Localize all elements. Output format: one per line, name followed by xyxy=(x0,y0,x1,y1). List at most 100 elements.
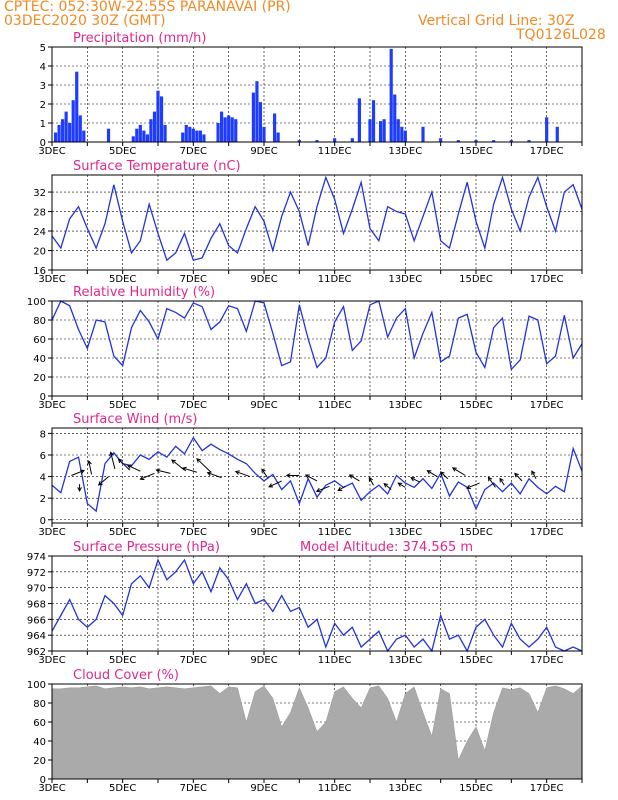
x-tick-label: 13DEC xyxy=(388,146,422,157)
precip-bar xyxy=(396,119,400,142)
y-tick-label: 2 xyxy=(40,494,46,505)
wind-arrow xyxy=(127,464,141,472)
wind-arrow-head xyxy=(196,458,201,463)
wind-arrow-head xyxy=(368,476,373,482)
precip-bar xyxy=(439,138,443,142)
precip-bar xyxy=(255,81,259,142)
panel-title: Surface Pressure (hPa) xyxy=(73,540,220,555)
wind-arrow-head xyxy=(268,483,274,488)
x-tick-label: 5DEC xyxy=(109,655,136,666)
x-tick-label: 9DEC xyxy=(250,783,277,794)
x-tick-label: 7DEC xyxy=(180,527,207,538)
wind-arrow-head xyxy=(109,451,114,457)
x-tick-label: 7DEC xyxy=(180,146,207,157)
wind-arrow-head xyxy=(337,486,343,492)
wind-arrow-head xyxy=(383,482,389,488)
y-tick-label: 60 xyxy=(33,718,46,729)
precip-bar xyxy=(71,100,75,142)
x-tick-label: 5DEC xyxy=(109,783,136,794)
x-tick-label: 7DEC xyxy=(180,400,207,411)
y-tick-label: 40 xyxy=(33,737,46,748)
x-tick-label: 7DEC xyxy=(180,655,207,666)
x-tick-label: 15DEC xyxy=(459,274,493,285)
y-tick-label: 964 xyxy=(27,631,46,642)
precip-bar xyxy=(379,121,383,142)
panel-3 xyxy=(48,300,583,400)
y-tick-label: 974 xyxy=(27,552,46,563)
x-tick-label: 17DEC xyxy=(530,274,564,285)
x-tick-label: 9DEC xyxy=(250,146,277,157)
precip-bar xyxy=(333,138,337,142)
y-tick-label: 6 xyxy=(40,451,46,462)
wind-arrow xyxy=(305,474,318,482)
panel-frame xyxy=(51,427,583,524)
precip-bar xyxy=(258,102,263,142)
x-tick-label: 17DEC xyxy=(530,783,564,794)
precip-bar xyxy=(276,132,280,142)
x-tick-label: 9DEC xyxy=(250,274,277,285)
wind-arrow-head xyxy=(126,464,132,469)
panel-frame xyxy=(51,174,583,271)
panel-1 xyxy=(48,46,583,146)
wind-arrow xyxy=(110,452,116,470)
precip-bar xyxy=(188,126,192,142)
wind-arrow xyxy=(207,472,222,479)
precip-bar xyxy=(75,71,79,142)
panel-title: Relative Humidity (%) xyxy=(73,285,215,300)
precip-bar xyxy=(68,123,72,142)
wind-arrow-head xyxy=(97,481,103,486)
precip-bar xyxy=(106,128,111,142)
precip-bar xyxy=(145,134,149,142)
precip-bar xyxy=(53,132,58,142)
wind-arrow xyxy=(140,472,155,480)
wind-arrow xyxy=(338,485,346,491)
x-tick-label: 15DEC xyxy=(459,655,493,666)
cloud-area xyxy=(51,685,583,780)
precip-bar xyxy=(368,119,372,142)
header: CPTEC: 052:30W-22:55S PARANAVAI (PR) 03D… xyxy=(0,0,618,48)
wind-arrow xyxy=(398,482,406,488)
wind-arrow xyxy=(410,477,420,483)
y-tick-label: 0 xyxy=(40,138,46,149)
wind-arrow xyxy=(268,480,282,488)
wind-arrow xyxy=(368,477,374,486)
y-tick-label: 40 xyxy=(33,354,46,365)
y-tick-label: 970 xyxy=(27,584,46,595)
precip-bar xyxy=(315,140,319,142)
wind-arrow xyxy=(88,460,93,475)
x-tick-label: 11DEC xyxy=(318,527,352,538)
wind-arrow xyxy=(349,474,360,482)
precip-bar xyxy=(61,119,65,142)
x-tick-label: 3DEC xyxy=(38,274,65,285)
y-tick-label: 4 xyxy=(40,473,46,484)
y-tick-label: 16 xyxy=(33,266,46,277)
precip-bar xyxy=(421,126,425,142)
y-tick-label: 0 xyxy=(40,775,46,786)
precip-bar xyxy=(456,140,460,142)
wind-arrow-head xyxy=(397,482,403,487)
precip-bar xyxy=(393,94,397,142)
wind-arrow-head xyxy=(410,477,416,482)
x-tick-label: 13DEC xyxy=(388,655,422,666)
panel-6 xyxy=(48,683,583,783)
panel-title: Cloud Cover (%) xyxy=(73,668,179,683)
wind-arrow-head xyxy=(285,473,291,478)
wind-arrow xyxy=(452,467,466,476)
precip-bar xyxy=(142,130,146,142)
precip-bar xyxy=(135,128,139,142)
wind-arrow xyxy=(98,476,109,486)
wind-arrow-head xyxy=(261,468,266,474)
wind-arrow xyxy=(235,471,251,478)
wind-arrow xyxy=(488,477,496,488)
x-tick-label: 3DEC xyxy=(38,655,65,666)
precip-bar xyxy=(389,48,393,142)
panel-2 xyxy=(48,174,583,274)
x-tick-label: 11DEC xyxy=(318,655,352,666)
y-tick-label: 80 xyxy=(33,316,46,327)
precip-bar xyxy=(191,128,195,142)
y-tick-label: 100 xyxy=(27,680,46,691)
wind-arrow xyxy=(261,468,268,478)
y-tick-label: 0 xyxy=(40,516,46,527)
wind-arrow xyxy=(196,458,212,473)
x-tick-label: 5DEC xyxy=(109,146,136,157)
